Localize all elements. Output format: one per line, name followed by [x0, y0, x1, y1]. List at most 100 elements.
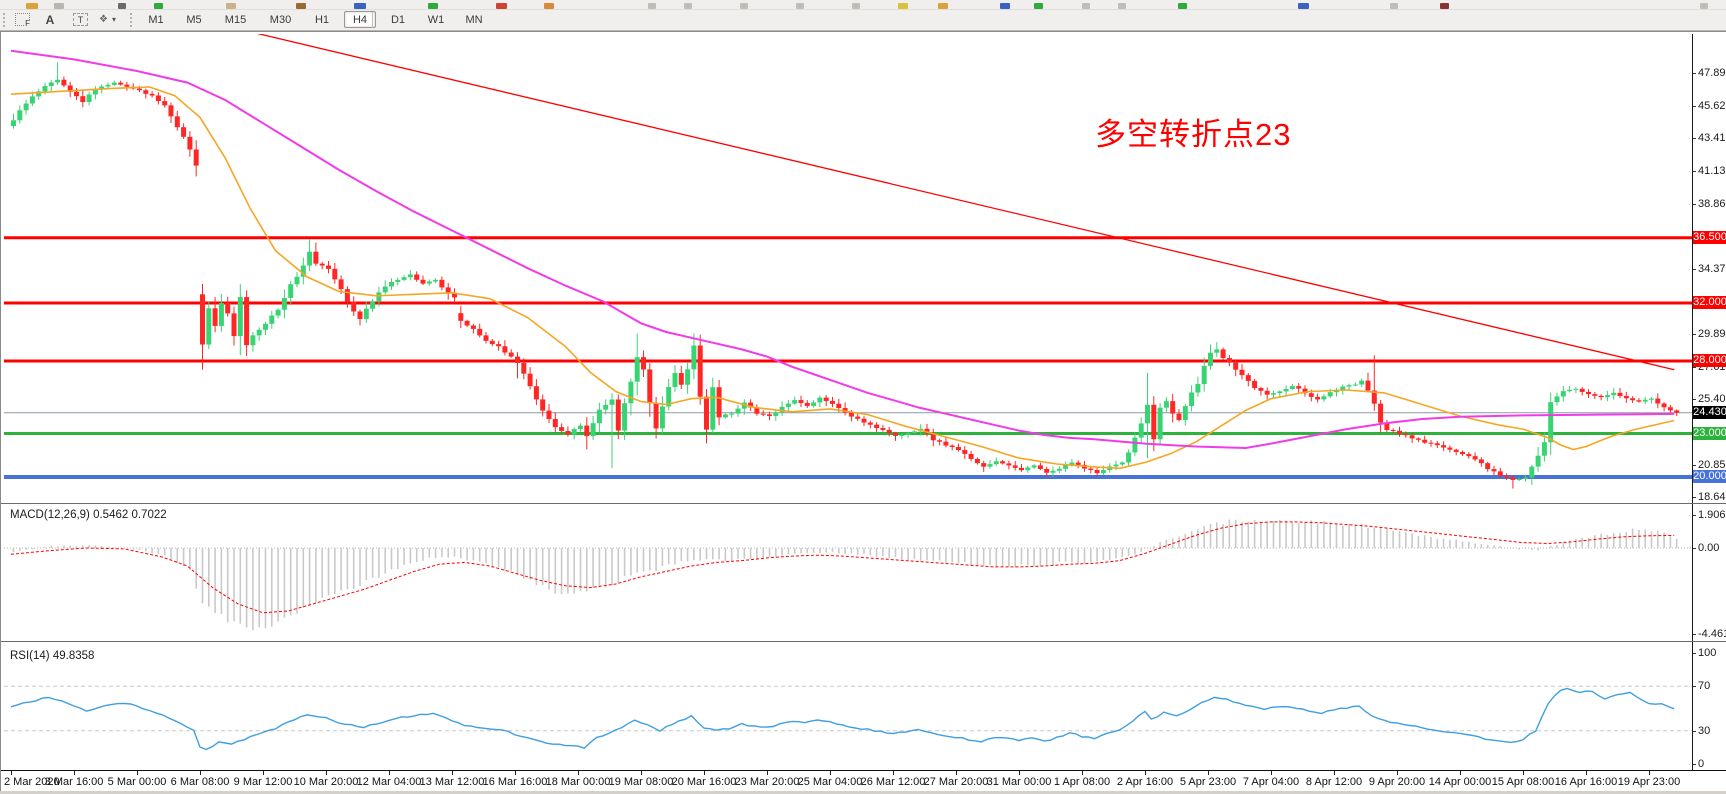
toolbar-icon-clipped[interactable] [852, 3, 860, 9]
timeframe-button-m5[interactable]: M5 [186, 13, 202, 26]
price-chart-canvas[interactable] [4, 34, 1692, 504]
toolbar-icon-clipped[interactable] [1000, 3, 1010, 9]
time-tick-mark [1586, 771, 1587, 775]
fibonacci-icon: F [15, 13, 30, 28]
timeframe-toolbar-grip[interactable] [130, 13, 136, 27]
toolbar-icon-clipped[interactable] [354, 3, 366, 9]
time-tick-mark [263, 771, 264, 775]
time-tick-mark [767, 771, 768, 775]
toolbar-icon-clipped[interactable] [26, 3, 38, 9]
rsi-indicator-label: RSI(14) 49.8358 [10, 650, 95, 662]
macd-tick-mark [1692, 548, 1696, 549]
toolbar-icon-clipped[interactable] [296, 3, 306, 9]
toolbar-icon-clipped[interactable] [544, 3, 554, 9]
timeframe-button-h4[interactable]: H4 [344, 11, 376, 28]
time-tick-label: 6 Mar 08:00 [170, 776, 230, 788]
time-tick-label: 13 Mar 12:00 [419, 776, 485, 788]
time-tick-label: 31 Mar 00:00 [986, 776, 1052, 788]
rsi-tick-label: 0 [1698, 758, 1705, 770]
macd-panel-canvas[interactable] [4, 506, 1692, 642]
price-tick-label: 38.860 [1698, 197, 1726, 210]
toolbar-icon-clipped[interactable] [1034, 3, 1043, 9]
time-tick-mark [704, 771, 705, 775]
text-tool-button[interactable]: A [40, 11, 60, 28]
rsi-tick-mark [1692, 764, 1696, 765]
timeframe-button-d1[interactable]: D1 [390, 13, 406, 26]
price-level-badge: 32.000 [1693, 296, 1726, 309]
time-tick-label: 8 Apr 12:00 [1305, 776, 1363, 788]
arrows-tool-button[interactable]: ❖ ▾ [94, 11, 121, 28]
price-level-badge: 24.430 [1693, 405, 1726, 419]
chart-window: ▼USOil,H4 24.570 24.580 24.380 24.430 多空… [0, 31, 1726, 793]
toolbar-icon-clipped[interactable] [1118, 3, 1126, 9]
rsi-tick-mark [1692, 686, 1696, 688]
toolbar-icon-clipped[interactable] [796, 3, 804, 9]
toolbar-icon-clipped[interactable] [740, 3, 748, 9]
window-edge [0, 791, 1726, 794]
toolbar-icon-clipped[interactable] [1298, 3, 1309, 9]
price-tick-label: 18.645 [1698, 490, 1726, 503]
time-tick-mark [200, 771, 201, 775]
toolbar-icon-clipped[interactable] [684, 3, 692, 9]
toolbar-icon-clipped[interactable] [54, 3, 64, 9]
toolbar-icon-clipped[interactable] [428, 3, 438, 9]
timeframe-button-w1[interactable]: W1 [427, 13, 445, 26]
text-label-icon: T [73, 13, 88, 26]
text-label-tool-button[interactable]: T [68, 11, 93, 28]
macd-indicator-label: MACD(12,26,9) 0.5462 0.7022 [10, 509, 167, 521]
toolbar-icon-clipped[interactable] [938, 3, 948, 9]
toolbar-icon-clipped[interactable] [1390, 3, 1398, 9]
price-tick-mark [1692, 366, 1696, 368]
price-level-badge: 36.500 [1693, 230, 1726, 244]
timeframe-button-m30[interactable]: M30 [269, 13, 292, 26]
time-tick-label: 5 Mar 00:00 [107, 776, 167, 788]
time-tick-mark [1523, 771, 1524, 775]
price-level-badge: 23.000 [1693, 426, 1726, 440]
price-tick-mark [1692, 464, 1696, 466]
time-tick-label: 2 Apr 16:00 [1116, 776, 1174, 788]
toolbar-icon-clipped[interactable] [226, 3, 236, 9]
time-tick-mark [956, 771, 957, 775]
rsi-panel-canvas[interactable] [4, 646, 1692, 769]
toolbar-icon-clipped[interactable] [1440, 3, 1449, 9]
toolbar-icon-clipped[interactable] [1178, 3, 1187, 9]
price-tick-label: 25.405 [1698, 392, 1726, 405]
time-tick-label: 23 Mar 20:00 [734, 776, 800, 788]
time-tick-mark [893, 771, 894, 775]
rsi-tick-mark [1692, 653, 1696, 654]
toolbar-icon-clipped[interactable] [898, 3, 908, 9]
timeframe-button-mn[interactable]: MN [465, 13, 483, 26]
time-tick-mark [326, 771, 327, 775]
macd-tick-label: 1.9069 [1698, 509, 1726, 521]
time-tick-mark [389, 771, 390, 775]
toolbar-icon-clipped[interactable] [648, 3, 656, 9]
toolbar-icon-clipped[interactable] [1082, 3, 1090, 9]
macd-tick-mark [1692, 634, 1696, 635]
panel-separator[interactable] [1, 503, 1726, 504]
toolbar-icon-clipped[interactable] [1700, 3, 1708, 9]
toolbar-grip[interactable] [3, 13, 9, 27]
time-tick-mark [1019, 771, 1020, 775]
time-tick-label: 27 Mar 20:00 [923, 776, 989, 788]
time-tick-label: 7 Apr 04:00 [1242, 776, 1300, 788]
timeframe-button-h1[interactable]: H1 [314, 13, 330, 26]
timeframe-button-m1[interactable]: M1 [148, 13, 164, 26]
time-axis[interactable]: 2 Mar 2020 3 Mar 16:00 5 Mar 00:00 6 Mar 08… [1, 770, 1726, 793]
panel-separator[interactable] [1, 641, 1726, 642]
time-tick-label: 26 Mar 12:00 [860, 776, 926, 788]
toolbar-icon-clipped[interactable] [496, 3, 507, 9]
price-tick-mark [1692, 170, 1696, 172]
toolbar-icon-clipped[interactable] [118, 3, 126, 9]
time-tick-label: 12 Mar 04:00 [356, 776, 422, 788]
time-tick-mark [578, 771, 579, 775]
text-icon: A [45, 12, 55, 27]
fibonacci-tool-button[interactable]: F [10, 11, 35, 28]
rsi-tick-label: 70 [1698, 680, 1711, 693]
time-tick-mark [1334, 771, 1335, 775]
time-tick-mark [830, 771, 831, 775]
price-tick-label: 41.135 [1698, 164, 1726, 177]
time-tick-mark [74, 771, 75, 775]
timeframe-button-m15[interactable]: M15 [224, 13, 247, 26]
toolbar-icon-clipped[interactable] [154, 3, 163, 9]
price-tick-mark [1692, 137, 1696, 139]
